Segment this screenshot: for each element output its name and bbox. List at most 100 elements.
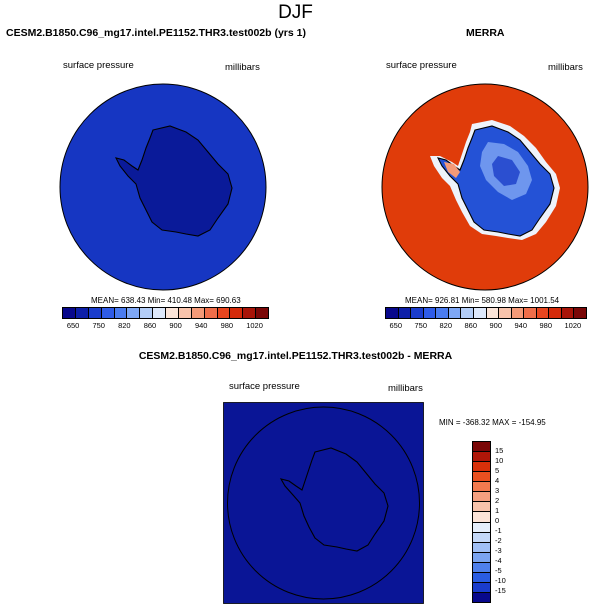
obs-panel-title: MERRA — [466, 27, 505, 39]
colorbar-swatch — [473, 308, 487, 318]
diff-boundary-circle — [227, 406, 420, 600]
colorbar-swatch — [243, 308, 257, 318]
model-units-label: millibars — [225, 62, 260, 73]
colorbar-swatch — [178, 308, 192, 318]
colorbar-tick-label: 860 — [143, 321, 157, 330]
colorbar-swatch — [486, 308, 500, 318]
colorbar-swatch — [230, 308, 244, 318]
colorbar-tick-label: 1020 — [564, 321, 582, 330]
colorbar-swatch — [101, 308, 115, 318]
colorbar-swatch — [473, 552, 490, 563]
colorbar-swatch — [461, 308, 474, 318]
colorbar-swatch — [448, 308, 462, 318]
colorbar-tick-label: 10 — [495, 456, 504, 465]
diff-stats: MIN = -368.32 MAX = -154.95 — [439, 418, 546, 427]
colorbar-swatch — [473, 502, 490, 513]
colorbar-swatch — [398, 308, 412, 318]
colorbar-swatch — [473, 512, 490, 523]
diff-panel-title: CESM2.B1850.C96_mg17.intel.PE1152.THR3.t… — [138, 350, 453, 362]
colorbar-tick-label: -1 — [495, 526, 502, 535]
colorbar-tick-label: 940 — [194, 321, 208, 330]
colorbar-tick-label: 0 — [495, 516, 500, 525]
model-panel-title: CESM2.B1850.C96_mg17.intel.PE1152.THR3.t… — [6, 27, 306, 39]
colorbar-tick-label: 15 — [495, 446, 504, 455]
colorbar-tick-label: -10 — [495, 576, 506, 585]
colorbar-tick-label: -15 — [495, 586, 506, 595]
colorbar-tick-label: 750 — [414, 321, 428, 330]
colorbar-tick-label: 5 — [495, 466, 500, 475]
colorbar-tick-label: 650 — [389, 321, 403, 330]
colorbar-tick-label: -2 — [495, 536, 502, 545]
diff-antarctica-coast — [279, 447, 389, 552]
colorbar-swatch — [473, 522, 490, 533]
colorbar-tick-label: 750 — [92, 321, 105, 330]
colorbar-swatch — [386, 308, 399, 318]
colorbar-tick-label: 940 — [514, 321, 528, 330]
colorbar-swatch — [561, 308, 575, 318]
colorbar-tick-label: -3 — [495, 546, 502, 555]
colorbar-swatch — [574, 308, 586, 318]
colorbar-swatch — [114, 308, 128, 318]
colorbar-swatch — [473, 472, 490, 483]
colorbar-swatch — [473, 542, 490, 553]
obs-units-label: millibars — [548, 62, 583, 73]
figure-title: DJF — [278, 2, 313, 23]
colorbar-swatch — [153, 308, 166, 318]
colorbar-swatch — [511, 308, 525, 318]
colorbar-tick-label: 820 — [439, 321, 453, 330]
colorbar-tick-label: 820 — [118, 321, 131, 330]
colorbar-swatch — [524, 308, 537, 318]
colorbar-swatch — [473, 482, 490, 493]
colorbar-swatch — [204, 308, 218, 318]
colorbar-swatch — [473, 582, 490, 593]
diff-variable-label: surface pressure — [229, 381, 300, 392]
obs-colorbar-ticks: 650 750 820 860 900 940 980 1020 — [385, 321, 585, 331]
colorbar-tick-label: 980 — [220, 321, 234, 330]
colorbar-swatch — [473, 452, 490, 463]
colorbar-tick-label: 860 — [464, 321, 478, 330]
obs-colorbar — [385, 307, 587, 319]
model-colorbar — [62, 307, 269, 319]
colorbar-tick-label: 900 — [489, 321, 503, 330]
diff-colorbar-ticks: 15 10 5 4 3 2 1 0 -1 -2 -3 -4 -5 -10 -15 — [495, 441, 525, 601]
colorbar-tick-label: 650 — [66, 321, 80, 330]
colorbar-swatch — [436, 308, 449, 318]
model-polar-map — [59, 83, 267, 291]
colorbar-tick-label: -4 — [495, 556, 502, 565]
colorbar-swatch — [411, 308, 424, 318]
colorbar-tick-label: -5 — [495, 566, 502, 575]
obs-stats: MEAN= 926.81 Min= 580.98 Max= 1001.54 — [405, 296, 560, 305]
colorbar-tick-label: 4 — [495, 476, 500, 485]
colorbar-swatch — [63, 308, 76, 318]
colorbar-swatch — [191, 308, 205, 318]
diff-polar-map — [223, 402, 424, 604]
colorbar-swatch — [140, 308, 154, 318]
colorbar-swatch — [75, 308, 89, 318]
colorbar-swatch — [256, 308, 268, 318]
colorbar-swatch — [473, 532, 490, 543]
colorbar-swatch — [88, 308, 102, 318]
colorbar-swatch — [549, 308, 562, 318]
model-colorbar-ticks: 650 750 820 860 900 940 980 1020 — [62, 321, 267, 331]
colorbar-swatch — [423, 308, 437, 318]
colorbar-swatch — [473, 572, 490, 583]
colorbar-swatch — [473, 492, 490, 503]
colorbar-swatch — [473, 462, 490, 473]
model-stats: MEAN= 638.43 Min= 410.48 Max= 690.63 — [91, 296, 241, 305]
colorbar-swatch — [127, 308, 141, 318]
diff-colorbar — [472, 441, 491, 603]
obs-variable-label: surface pressure — [386, 60, 457, 71]
colorbar-swatch — [217, 308, 231, 318]
model-variable-label: surface pressure — [63, 60, 134, 71]
colorbar-swatch — [536, 308, 550, 318]
obs-plateau-highest — [492, 156, 520, 186]
colorbar-swatch — [473, 442, 490, 453]
obs-polar-map — [381, 83, 589, 291]
diff-units-label: millibars — [388, 383, 423, 394]
obs-peninsula-warm — [444, 162, 460, 178]
colorbar-tick-label: 1 — [495, 506, 500, 515]
colorbar-tick-label: 1020 — [246, 321, 263, 330]
colorbar-tick-label: 3 — [495, 486, 500, 495]
colorbar-tick-label: 980 — [539, 321, 553, 330]
colorbar-tick-label: 2 — [495, 496, 500, 505]
